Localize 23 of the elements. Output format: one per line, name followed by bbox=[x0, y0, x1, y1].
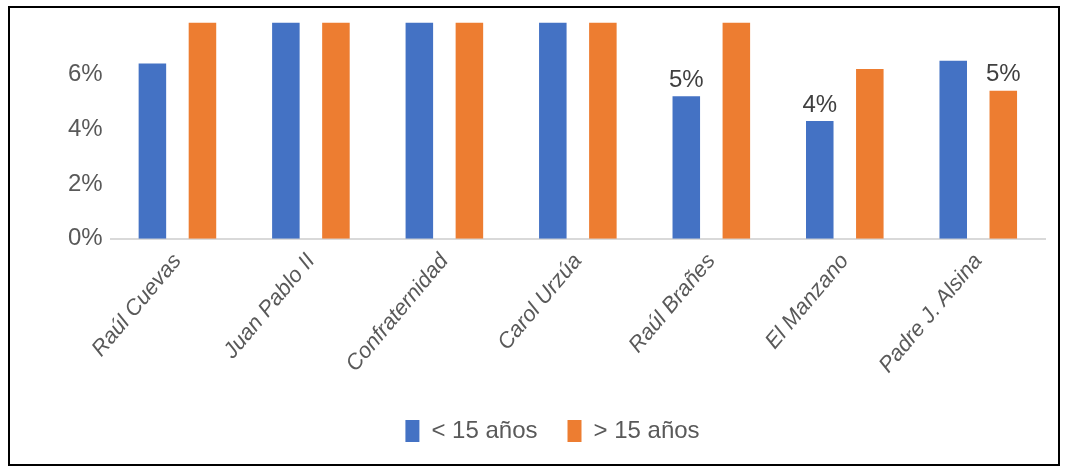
y-tick-label: 6% bbox=[68, 59, 103, 87]
data-label: 5% bbox=[668, 64, 704, 92]
bar bbox=[272, 22, 300, 239]
y-tick-label: 0% bbox=[68, 223, 103, 251]
legend-label: > 15 años bbox=[593, 415, 700, 443]
data-label: 5% bbox=[985, 59, 1021, 87]
bar bbox=[856, 68, 884, 239]
y-tick-label: 4% bbox=[68, 113, 103, 141]
bar bbox=[806, 120, 834, 239]
bar bbox=[722, 22, 751, 239]
bar bbox=[939, 60, 967, 239]
bar bbox=[138, 63, 167, 239]
bar bbox=[589, 22, 617, 239]
legend-label: < 15 años bbox=[431, 415, 538, 443]
bar bbox=[672, 96, 701, 239]
y-tick-label: 2% bbox=[68, 168, 103, 196]
bar bbox=[455, 22, 484, 239]
bar bbox=[989, 90, 1018, 239]
bar bbox=[188, 22, 217, 239]
bar bbox=[322, 22, 350, 239]
data-label: 4% bbox=[802, 89, 838, 117]
bar bbox=[539, 22, 567, 239]
bar bbox=[405, 22, 434, 239]
